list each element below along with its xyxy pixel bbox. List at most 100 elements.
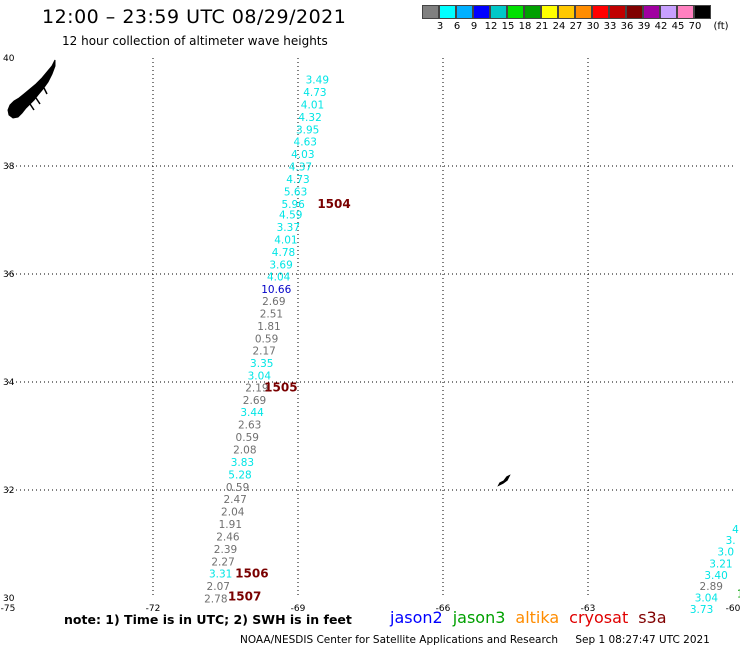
colorbar-swatch [507, 5, 524, 19]
axis-labels: -75 -72 -69 -66 -63 -60 40 38 36 34 32 30 [1, 54, 740, 614]
swh-value: 3.0 [717, 547, 734, 559]
coastline [7, 59, 511, 487]
swh-value: 2.39 [214, 544, 237, 556]
map-subtitle: 12 hour collection of altimeter wave hei… [62, 34, 328, 48]
colorbar-swatch [541, 5, 558, 19]
pass-number-label: 1505 [264, 380, 297, 394]
swh-value: 3.35 [250, 358, 273, 370]
colorbar-tick-label: 45 [671, 21, 685, 32]
y-tick-label: 32 [3, 486, 14, 496]
colorbar-tick-label: 9 [470, 21, 478, 32]
colorbar-tick-label: 18 [518, 21, 532, 32]
swh-value: 2.08 [233, 445, 256, 457]
swh-value: 4.01 [274, 234, 297, 246]
colorbar-swatch [609, 5, 626, 19]
swh-value: 4.01 [301, 99, 324, 111]
swh-value: 1.81 [257, 321, 280, 333]
swh-value: 3.73 [690, 604, 713, 616]
swh-value: 3.49 [306, 75, 329, 87]
swh-value: 2.04 [221, 507, 245, 519]
colorbar-swatch [677, 5, 694, 19]
map-title: 12:00 – 23:59 UTC 08/29/2021 [42, 6, 347, 28]
swh-value: 2.63 [238, 420, 261, 432]
y-tick-label: 40 [3, 54, 15, 64]
bermuda-island [497, 474, 511, 487]
wave-height-colorbar [422, 5, 711, 19]
colorbar-tick-label: 33 [603, 21, 617, 32]
x-tick-label: -72 [146, 604, 161, 614]
swh-value: 0.59 [255, 333, 278, 345]
colorbar-tick-label: 21 [535, 21, 549, 32]
colorbar-tick-label: 12 [484, 21, 498, 32]
colorbar-tick-label: 42 [654, 21, 668, 32]
colorbar-tick-label: 39 [637, 21, 651, 32]
colorbar-tick-label: 24 [552, 21, 566, 32]
colorbar-tick-label: 36 [620, 21, 634, 32]
x-tick-label: -69 [291, 604, 306, 614]
swh-value: 3.31 [209, 569, 232, 581]
swh-value: 4.37 [289, 162, 312, 174]
swh-value: 5.28 [228, 469, 251, 481]
legend-s3a: s3a [638, 608, 667, 627]
swh-value: 3.04 [695, 592, 719, 604]
colorbar-tick-label: 70 [688, 21, 702, 32]
colorbar-tick-label: 3 [436, 21, 444, 32]
colorbar-swatch [473, 5, 490, 19]
swh-value: 1.91 [219, 519, 242, 531]
swh-value: 2.19 [245, 382, 268, 394]
swh-value: 2.46 [216, 531, 240, 543]
legend-jason3: jason3 [452, 608, 506, 627]
y-tick-label: 30 [3, 594, 15, 604]
swh-value: 2.51 [260, 308, 283, 320]
x-tick-label: -63 [581, 604, 596, 614]
swh-value: 1 [737, 589, 740, 601]
swh-value: 2.78 [204, 594, 227, 606]
pass-number-label: 1507 [228, 589, 261, 603]
y-tick-label: 38 [3, 162, 15, 172]
colorbar-tick-label: 30 [586, 21, 600, 32]
swh-value: 2.07 [207, 581, 230, 593]
coastline-islands [29, 87, 48, 111]
swh-value: 3.44 [240, 407, 264, 419]
credit-text: NOAA/NESDIS Center for Satellite Applica… [240, 634, 558, 646]
colorbar-swatch [575, 5, 592, 19]
swh-tracks: 3.494.734.014.323.954.634.034.374.735.63… [204, 75, 740, 616]
swh-value: 3.21 [709, 558, 732, 570]
swh-value: 2.69 [243, 395, 266, 407]
legend-jason2: jason2 [390, 608, 443, 627]
pass-labels: 1504 1505 1506 1507 [228, 197, 351, 604]
colorbar-swatch [694, 5, 711, 19]
swh-value: 4.03 [291, 149, 314, 161]
swh-value: 5.63 [284, 186, 307, 198]
swh-value: 3.40 [704, 570, 727, 582]
swh-value: 2.17 [252, 346, 275, 358]
timestamp-text: Sep 1 08:27:47 UTC 2021 [575, 634, 710, 646]
x-tick-label: -66 [436, 604, 451, 614]
colorbar-swatch [643, 5, 660, 19]
y-tick-label: 34 [3, 378, 15, 388]
y-tick-label: 36 [3, 270, 15, 280]
colorbar-tick-label: 15 [501, 21, 515, 32]
swh-value: 4.63 [294, 137, 317, 149]
colorbar-swatch [660, 5, 677, 19]
swh-value: 3.69 [269, 259, 292, 271]
swh-value: 4.78 [272, 247, 295, 259]
colorbar-ticks: 3 6 9 12 15 18 21 24 27 30 33 36 39 42 45 70 (ft) [422, 21, 740, 35]
colorbar-swatch [439, 5, 456, 19]
swh-value: 0.59 [236, 432, 259, 444]
x-tick-label: -60 [726, 604, 740, 614]
swh-value: 4 [732, 524, 739, 536]
swh-value: 3.37 [277, 222, 300, 234]
swh-value: 2.27 [211, 556, 234, 568]
swh-value: 4.73 [303, 87, 326, 99]
colorbar-swatch [626, 5, 643, 19]
swh-value: 0.59 [226, 482, 249, 494]
swh-value: 4.04 [267, 272, 291, 284]
satellite-legend: jason2 jason3 altika cryosat s3a [390, 608, 677, 627]
legend-cryosat: cryosat [569, 608, 629, 627]
note-text: note: 1) Time is in UTC; 2) SWH is in fe… [64, 612, 352, 627]
map-grid [8, 58, 733, 598]
swh-value: 2.69 [262, 296, 285, 308]
swh-value: 2.89 [700, 581, 723, 593]
